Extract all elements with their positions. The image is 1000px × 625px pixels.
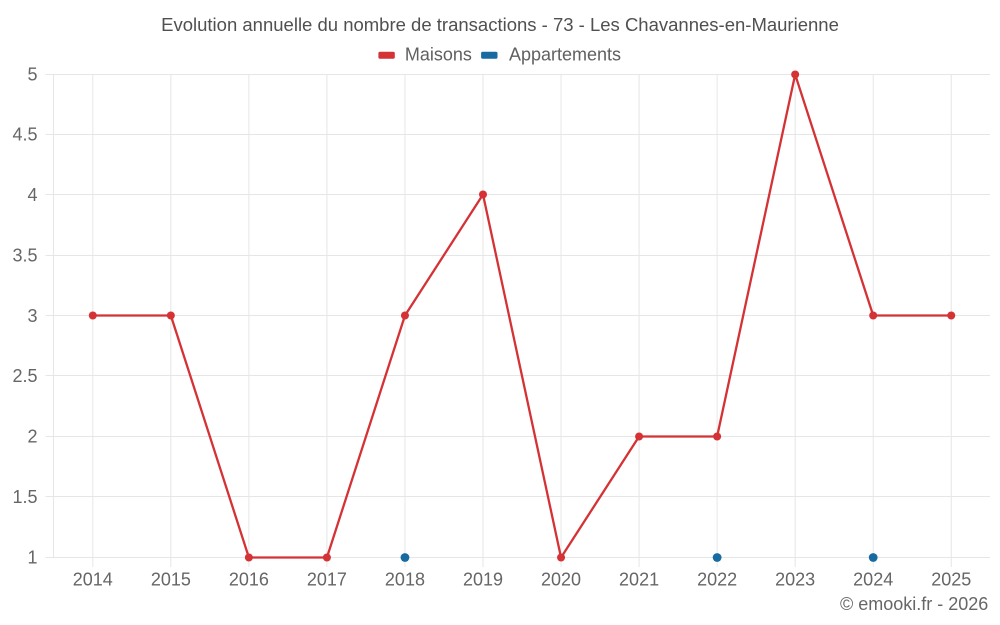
svg-text:1: 1 [27,547,37,567]
svg-text:2: 2 [27,427,37,447]
svg-text:4.5: 4.5 [12,125,37,145]
svg-text:2023: 2023 [775,570,815,590]
svg-text:2019: 2019 [463,570,503,590]
svg-text:2.5: 2.5 [12,366,37,386]
svg-text:4: 4 [27,185,37,205]
svg-text:© emooki.fr - 2026: © emooki.fr - 2026 [840,594,988,614]
svg-text:5: 5 [27,64,37,84]
svg-text:2017: 2017 [307,570,347,590]
svg-text:2024: 2024 [853,570,893,590]
svg-text:2014: 2014 [73,570,113,590]
svg-text:2016: 2016 [229,570,269,590]
svg-text:Maisons: Maisons [405,45,472,65]
svg-text:2015: 2015 [151,570,191,590]
svg-text:1.5: 1.5 [12,487,37,507]
svg-text:Appartements: Appartements [509,45,621,65]
svg-text:2022: 2022 [697,570,737,590]
svg-text:2021: 2021 [619,570,659,590]
svg-text:3.5: 3.5 [12,245,37,265]
svg-text:3: 3 [27,306,37,326]
svg-text:2025: 2025 [931,570,971,590]
svg-text:2020: 2020 [541,570,581,590]
svg-text:Evolution annuelle du nombre d: Evolution annuelle du nombre de transact… [161,14,839,35]
svg-text:2018: 2018 [385,570,425,590]
